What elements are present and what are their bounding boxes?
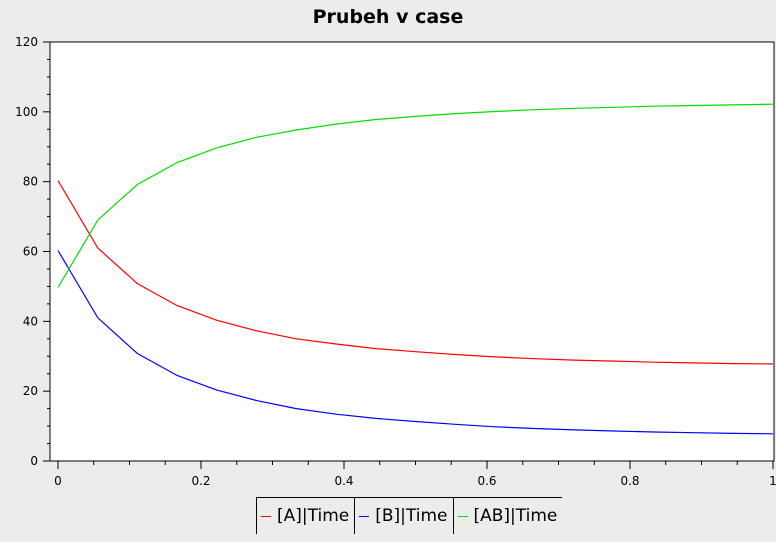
y-tick-label: 120 [15, 35, 38, 49]
legend-item: [AB]|Time [452, 497, 563, 534]
y-tick-label: 40 [23, 314, 38, 328]
x-tick-label: 0.8 [620, 474, 639, 488]
y-tick-label: 60 [23, 245, 38, 259]
legend-swatch [457, 515, 468, 517]
legend-item: [A]|Time [256, 497, 355, 534]
legend-label: [A]|Time [277, 506, 350, 526]
legend-label: [B]|Time [375, 506, 448, 526]
series-layer [57, 103, 774, 435]
y-tick-label: 0 [30, 454, 38, 468]
legend-label: [AB]|Time [473, 506, 558, 526]
y-tick-label: 100 [15, 105, 38, 119]
plot-area [49, 41, 775, 462]
chart-title: Prubeh v case [312, 6, 464, 28]
series-line [57, 250, 774, 435]
y-axis: 0 20 40 60 80 100 120 [15, 35, 50, 468]
y-tick-label: 80 [23, 175, 38, 189]
legend: [A]|Time [B]|Time [AB]|Time [256, 497, 563, 535]
legend-item: [B]|Time [354, 497, 453, 534]
x-tick-label: 0.6 [477, 474, 496, 488]
x-tick-label: 0 [54, 474, 62, 488]
x-tick-label: 0.4 [334, 474, 353, 488]
series-line [57, 103, 774, 288]
x-axis: 0 0.2 0.4 0.6 0.8 1 [54, 461, 776, 488]
legend-swatch [261, 515, 271, 517]
x-tick-label: 1 [769, 474, 776, 488]
series-line [57, 180, 774, 365]
y-tick-label: 20 [23, 384, 38, 398]
x-tick-label: 0.2 [191, 474, 210, 488]
legend-swatch [359, 515, 370, 517]
